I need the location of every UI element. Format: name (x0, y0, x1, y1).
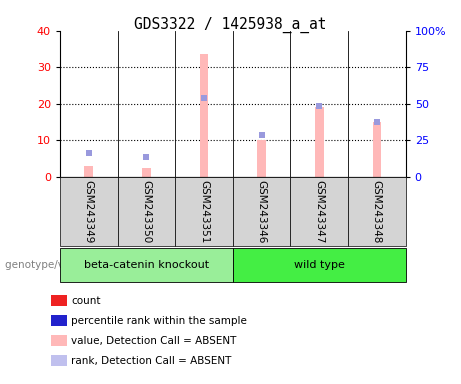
Text: GDS3322 / 1425938_a_at: GDS3322 / 1425938_a_at (134, 17, 327, 33)
Bar (84, 166, 93, 177)
Bar (200, 55, 208, 177)
Text: beta-catenin knockout: beta-catenin knockout (84, 260, 209, 270)
Text: wild type: wild type (294, 260, 345, 270)
Text: value, Detection Call = ABSENT: value, Detection Call = ABSENT (71, 336, 237, 346)
Text: GSM243347: GSM243347 (314, 179, 324, 243)
Bar (257, 140, 266, 177)
Point (85, 150, 92, 156)
Text: GSM243349: GSM243349 (84, 179, 94, 243)
Point (142, 154, 150, 160)
Bar (142, 167, 151, 177)
Point (258, 132, 266, 138)
Text: genotype/variation  ▶: genotype/variation ▶ (5, 260, 118, 270)
Bar (372, 122, 381, 177)
Text: percentile rank within the sample: percentile rank within the sample (71, 316, 248, 326)
Text: rank, Detection Call = ABSENT: rank, Detection Call = ABSENT (71, 356, 232, 366)
Point (373, 119, 381, 125)
Text: GSM243348: GSM243348 (372, 179, 382, 243)
Text: GSM243351: GSM243351 (199, 179, 209, 243)
Bar (315, 107, 324, 177)
Text: GSM243350: GSM243350 (142, 180, 151, 243)
Text: GSM243346: GSM243346 (257, 179, 266, 243)
Text: count: count (71, 296, 101, 306)
Point (200, 95, 207, 101)
Point (315, 103, 323, 109)
